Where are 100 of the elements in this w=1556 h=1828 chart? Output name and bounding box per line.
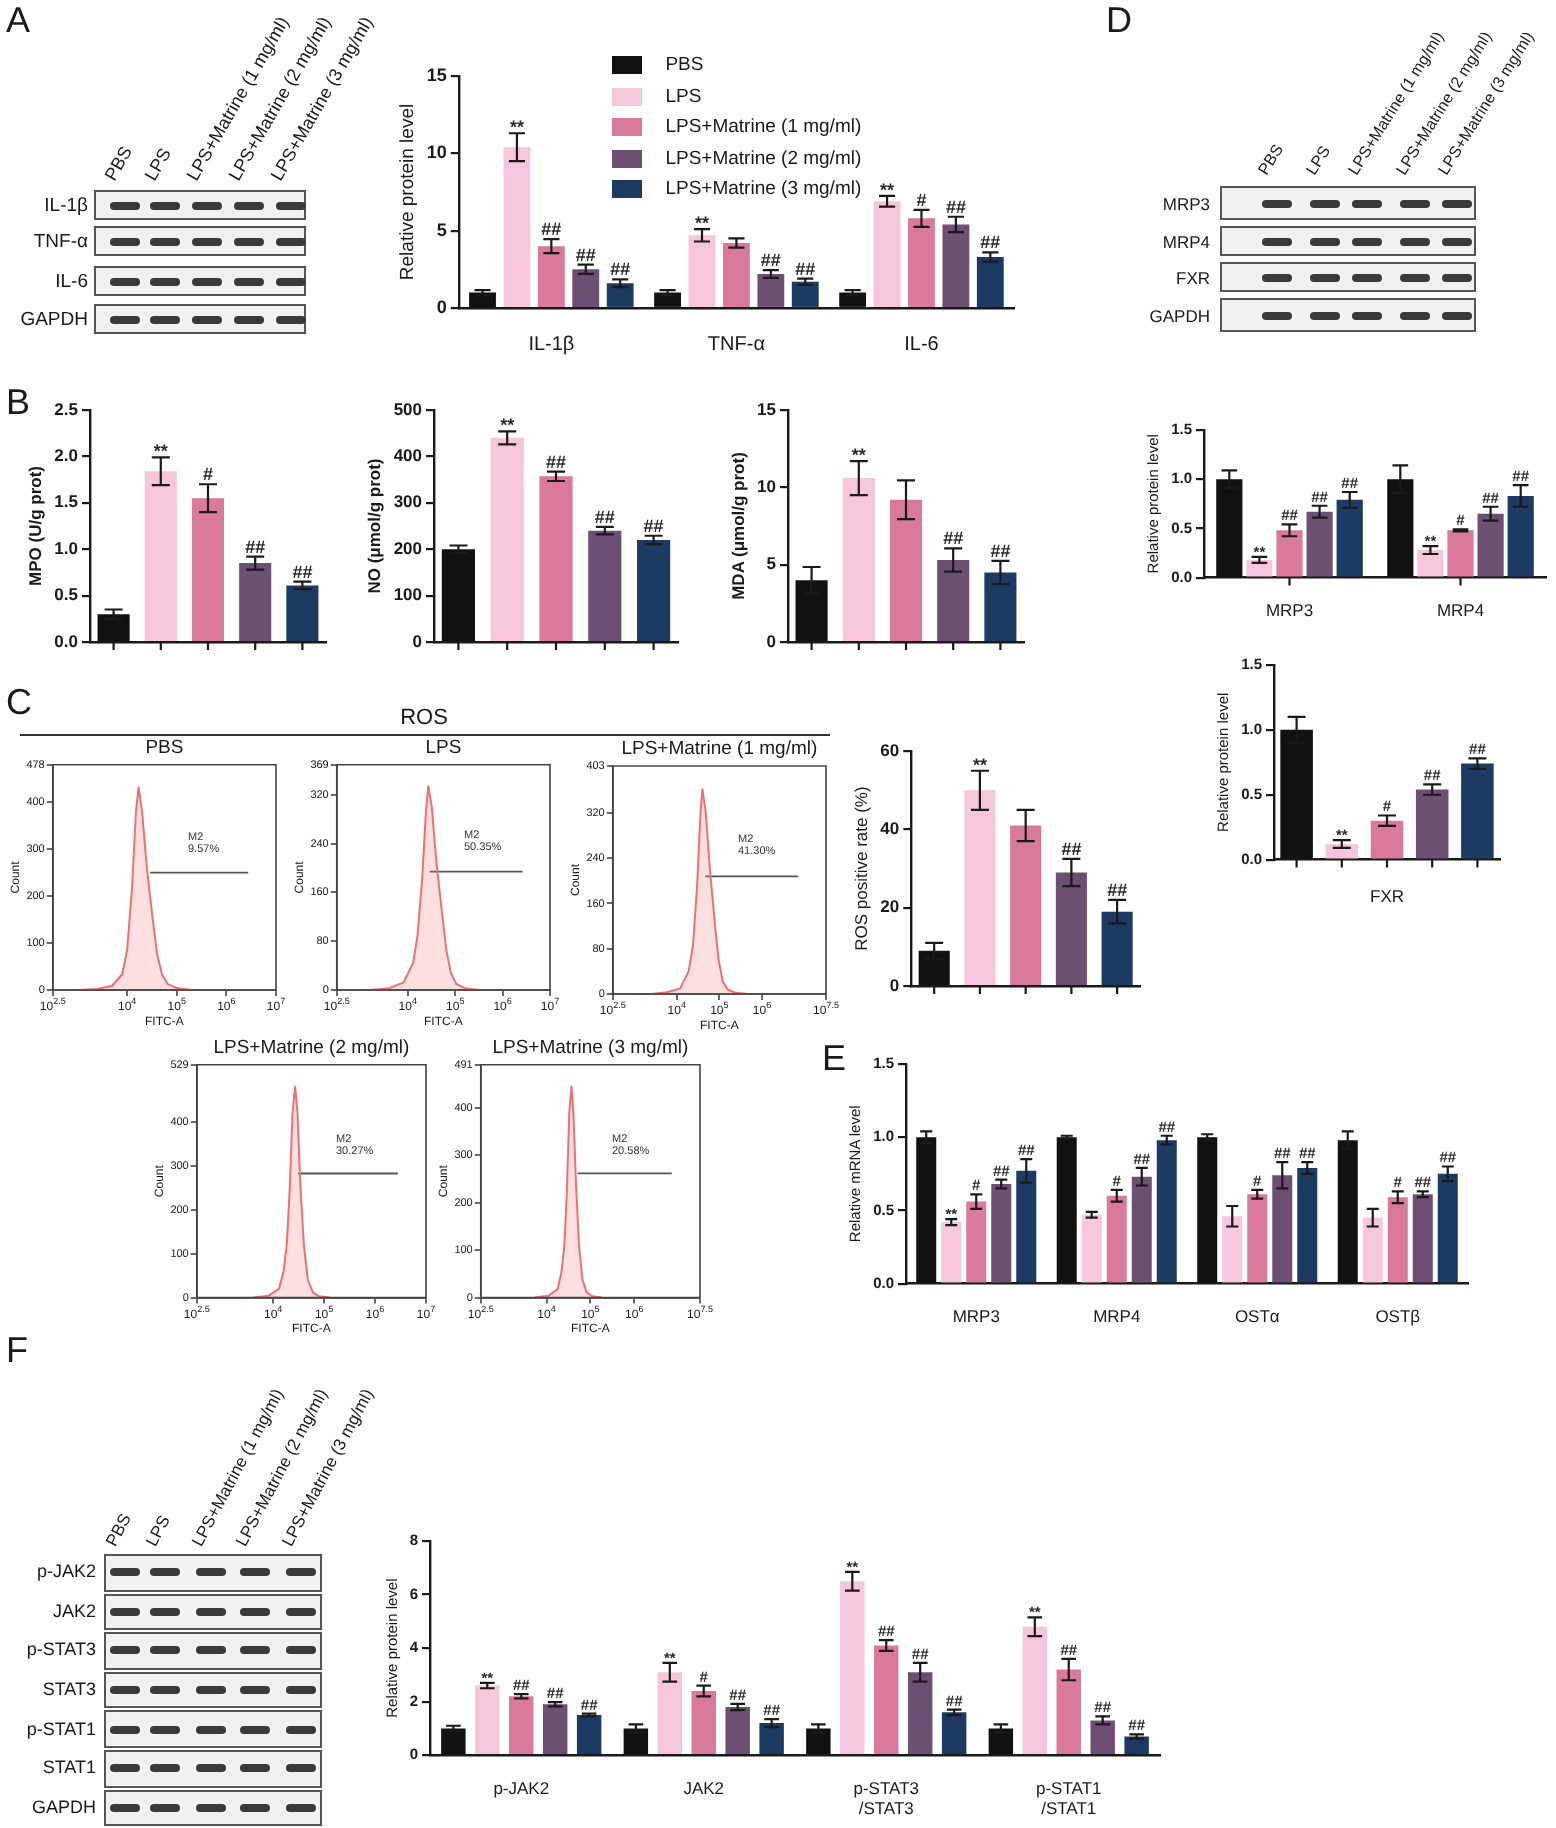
data-label: ##	[545, 451, 567, 472]
legend-label: LPS	[665, 85, 702, 108]
bar	[1461, 763, 1494, 859]
bar	[572, 269, 600, 307]
y-tick-label: 0.0	[54, 630, 79, 651]
bar	[942, 224, 970, 307]
x-axis-title: FXR	[1370, 886, 1404, 907]
bar	[637, 539, 671, 641]
data-label: **	[880, 179, 896, 200]
bar	[976, 256, 1004, 307]
bar	[509, 1696, 534, 1755]
bar	[873, 201, 901, 307]
y-tick-label: 1.0	[54, 537, 79, 558]
bar	[1016, 1170, 1037, 1283]
category-label: GAPDH	[1149, 304, 1210, 325]
bar	[688, 235, 716, 307]
data-label: ##	[575, 244, 596, 265]
y-tick-label: 15	[426, 64, 447, 85]
y-axis-title: Relative protein level	[396, 103, 419, 281]
bar	[991, 1184, 1012, 1283]
bar	[1477, 513, 1504, 577]
bar	[1387, 1197, 1408, 1283]
x-tick-label: p-JAK2	[493, 1778, 550, 1799]
y-tick-label: 40	[880, 818, 900, 839]
text: E	[822, 1038, 847, 1078]
category-label: GAPDH	[31, 1796, 96, 1817]
bar	[1336, 499, 1363, 577]
bar	[144, 471, 177, 641]
bar	[791, 281, 819, 307]
data-label: **	[694, 213, 710, 234]
text: ROS	[400, 706, 448, 730]
data-label: ##	[943, 528, 964, 549]
data-label: ##	[643, 515, 664, 536]
bar	[1272, 1175, 1293, 1283]
y-tick-label: 5	[766, 553, 777, 574]
bar	[1010, 825, 1042, 985]
data-label: **	[972, 754, 988, 775]
chart-title: LPS+Matrine (3 mg/ml)	[492, 1036, 689, 1059]
y-tick-label: 10	[426, 142, 447, 163]
bar	[191, 498, 225, 641]
y-tick-label: 200	[393, 537, 423, 558]
bar	[1101, 911, 1133, 985]
category-label: p-STAT1	[26, 1718, 96, 1739]
bar	[722, 243, 750, 307]
bar	[889, 499, 923, 641]
bar	[1370, 820, 1404, 859]
data-label: #	[916, 189, 927, 210]
bar	[1247, 1194, 1268, 1283]
x-tick-label: TNF-α	[707, 333, 766, 356]
x-tick-label: JAK2	[683, 1778, 725, 1799]
bar	[984, 572, 1017, 641]
chart-title: LPS+Matrine (1 mg/ml)	[621, 737, 818, 760]
bar	[907, 1672, 933, 1755]
category-label: p-STAT3	[26, 1639, 96, 1660]
data-label: ##	[945, 196, 966, 217]
data-label: ##	[292, 561, 313, 582]
y-tick-label: 2.0	[54, 445, 79, 466]
data-label: **	[509, 117, 525, 138]
y-tick-label: 20	[880, 896, 900, 917]
y-tick-label: 100	[393, 584, 423, 605]
x-tick-label: OSTα	[1234, 1306, 1280, 1327]
legend-label: LPS+Matrine (3 mg/ml)	[665, 178, 862, 201]
data-label: ##	[1107, 879, 1128, 900]
data-label: ##	[795, 258, 816, 279]
category-label: IL-1β	[44, 193, 88, 216]
bar	[475, 1685, 500, 1755]
bar	[1325, 844, 1359, 859]
bar	[576, 1715, 602, 1755]
bar	[1131, 1176, 1152, 1283]
bar	[1437, 1173, 1458, 1283]
bar	[1362, 1217, 1383, 1283]
chart-title: LPS+Matrine (2 mg/ml)	[213, 1036, 410, 1059]
bar	[657, 1672, 683, 1755]
bar	[1412, 1194, 1433, 1283]
data-label: ##	[594, 506, 615, 527]
bar	[588, 530, 622, 641]
y-tick-label: 300	[393, 491, 423, 512]
bar	[1081, 1214, 1102, 1283]
bar	[490, 437, 524, 641]
x-tick-label: IL-1β	[528, 333, 575, 356]
bar	[908, 218, 935, 307]
legend-label: LPS+Matrine (2 mg/ml)	[665, 147, 862, 170]
chart-title: LPS	[425, 736, 462, 759]
bar	[239, 563, 272, 641]
text: D	[1106, 0, 1132, 40]
chart-title: PBS	[145, 736, 184, 759]
bar	[964, 790, 996, 985]
bar	[1022, 1626, 1048, 1755]
data-label: #	[202, 464, 214, 485]
y-tick-label: 1.5	[54, 491, 79, 512]
bar	[503, 147, 531, 307]
bar	[1246, 559, 1273, 577]
data-label: ##	[610, 259, 631, 280]
bar	[1106, 1195, 1127, 1283]
bar	[842, 478, 875, 641]
text: A	[6, 0, 31, 40]
data-label: **	[500, 415, 516, 436]
bar	[539, 476, 573, 641]
x-tick-label: MRP3	[952, 1306, 1001, 1327]
y-tick-label: 0.5	[54, 584, 79, 605]
